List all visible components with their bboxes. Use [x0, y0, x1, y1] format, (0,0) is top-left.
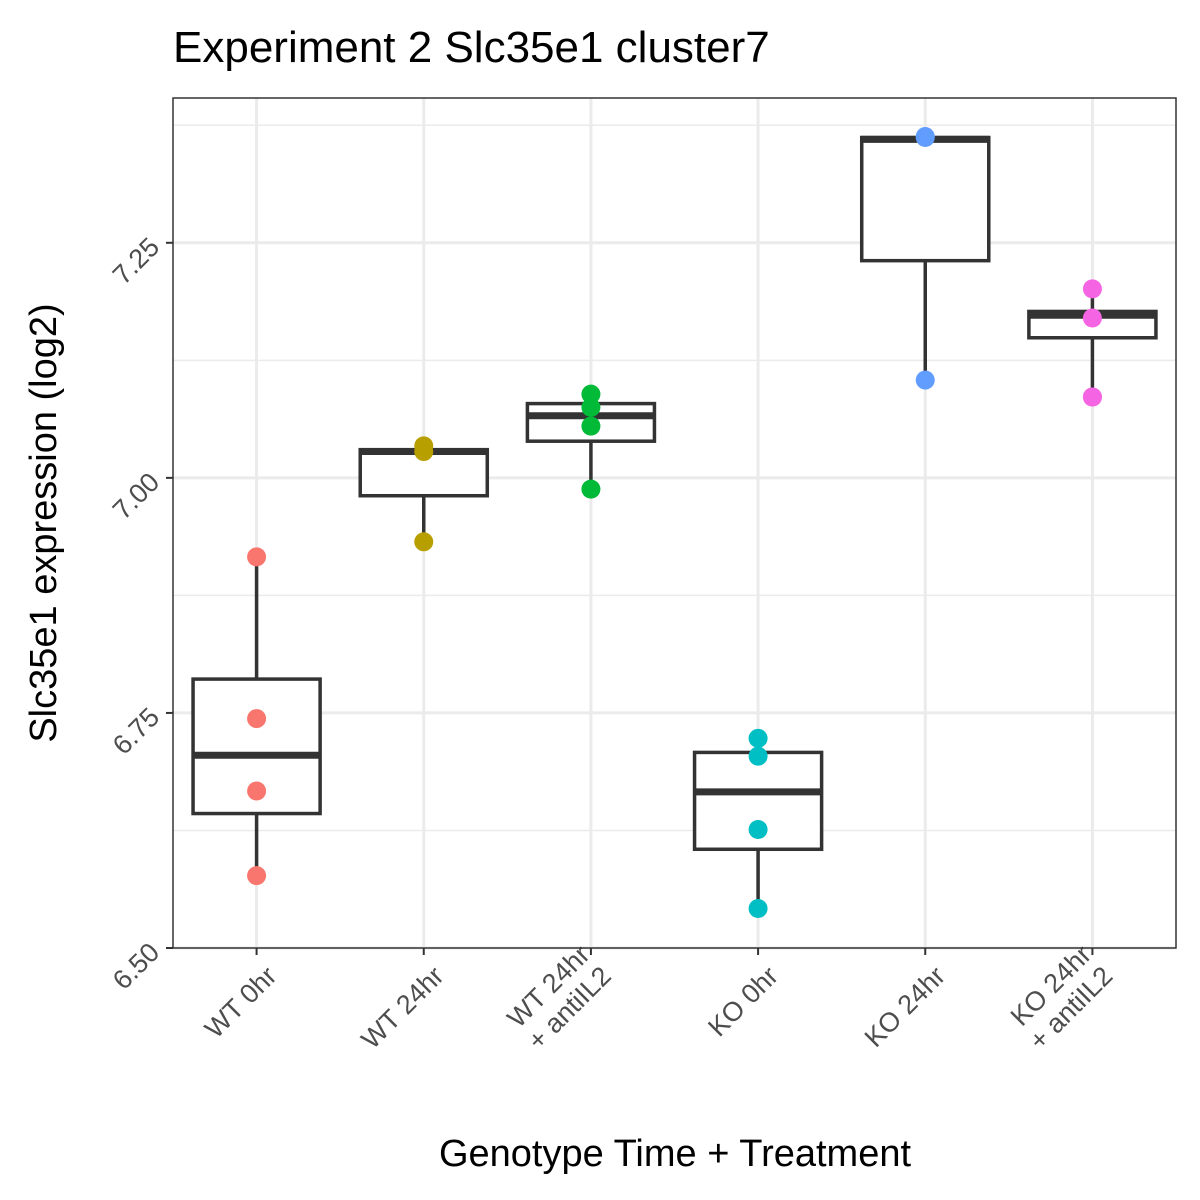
box-group: [358, 436, 490, 552]
box-group: [191, 547, 322, 886]
panel-border: [172, 97, 1177, 949]
point: [748, 820, 768, 840]
point: [247, 781, 267, 801]
point: [1082, 387, 1102, 407]
point: [748, 899, 768, 919]
point: [1082, 279, 1102, 299]
box-group: [692, 728, 824, 919]
box-group: [1027, 279, 1158, 407]
box: [859, 135, 991, 263]
point: [581, 416, 601, 436]
point: [748, 746, 768, 766]
point: [247, 547, 267, 567]
box-group: [525, 384, 657, 499]
point: [581, 384, 601, 404]
point: [1082, 308, 1102, 328]
point: [581, 479, 601, 499]
point: [414, 442, 434, 462]
box-group: [859, 127, 991, 390]
point: [915, 370, 935, 390]
chart-title: Experiment 2 Slc35e1 cluster7: [173, 23, 770, 72]
point: [247, 709, 267, 729]
point: [414, 532, 434, 552]
point: [247, 866, 267, 886]
y-axis-label: Slc35e1 expression (log2): [23, 303, 65, 742]
point: [915, 127, 935, 147]
point: [748, 728, 768, 748]
box: [358, 447, 490, 498]
point: [581, 397, 601, 417]
x-axis-label: Genotype Time + Treatment: [439, 1133, 912, 1175]
